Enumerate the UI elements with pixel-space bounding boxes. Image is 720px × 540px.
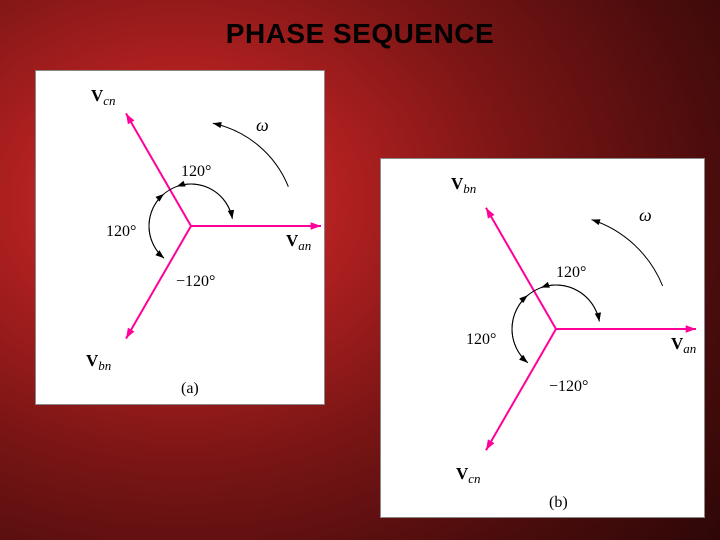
svg-text:120°: 120°	[556, 264, 586, 281]
svg-text:Vbn: Vbn	[86, 351, 111, 373]
svg-text:ω: ω	[639, 205, 652, 225]
svg-text:−120°: −120°	[176, 273, 215, 290]
page-title: PHASE SEQUENCE	[226, 18, 494, 50]
svg-text:Vcn: Vcn	[456, 464, 481, 486]
svg-text:(b): (b)	[549, 494, 568, 511]
svg-text:−120°: −120°	[549, 378, 588, 395]
svg-text:ω: ω	[256, 115, 269, 135]
svg-text:120°: 120°	[106, 223, 136, 240]
svg-text:120°: 120°	[181, 163, 211, 180]
svg-text:120°: 120°	[466, 331, 496, 348]
diagram-panel-b: Van Vbn Vcn 120° 120° −120° ω (b)	[380, 158, 705, 518]
svg-text:Van: Van	[286, 231, 311, 253]
svg-text:Vbn: Vbn	[451, 174, 476, 196]
diagram-panel-a: Van Vcn Vbn 120° 120° −120° ω (a)	[35, 70, 325, 405]
svg-text:(a): (a)	[181, 380, 199, 397]
phasor-diagram-a: Van Vcn Vbn 120° 120° −120° ω (a)	[36, 71, 326, 406]
svg-text:Van: Van	[671, 334, 696, 356]
phasor-diagram-b: Van Vbn Vcn 120° 120° −120° ω (b)	[381, 159, 706, 519]
svg-text:Vcn: Vcn	[91, 86, 116, 108]
